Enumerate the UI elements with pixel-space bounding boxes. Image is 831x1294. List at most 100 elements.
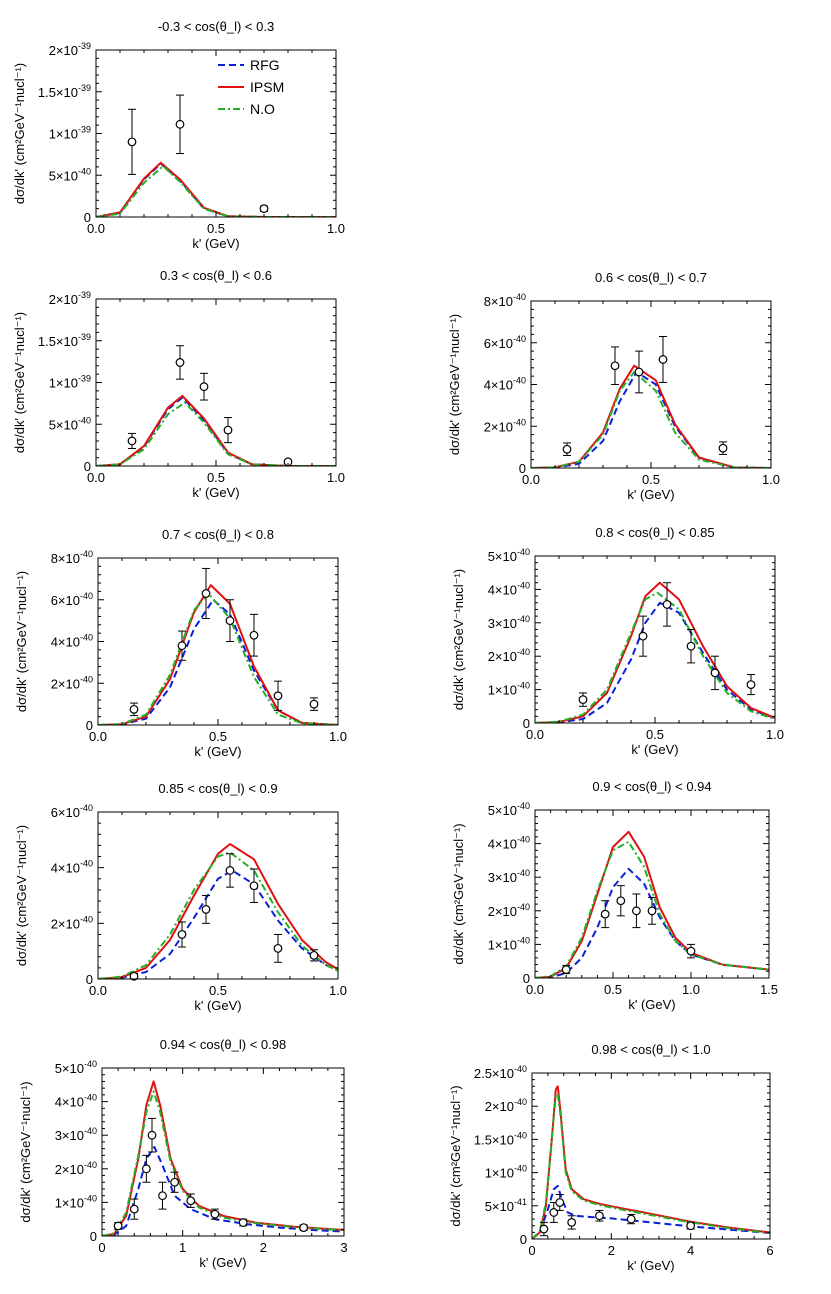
plot-frame	[101, 1067, 345, 1237]
data-point	[225, 616, 235, 626]
chart-panel-7: 0.9 < cos(θ_l) < 0.940.0 0.5 1.0 1.501×10-4…	[451, 779, 778, 1012]
data-point	[249, 630, 259, 640]
x-axis-title: k' (GeV)	[628, 997, 675, 1012]
y-tick-exponent: -40	[517, 547, 530, 557]
x-tick-label: 1.5	[760, 982, 778, 997]
y-tick-label: 6×10-40	[51, 591, 93, 608]
data-point	[238, 1218, 248, 1227]
y-tick-label: 2×10-39	[49, 41, 91, 58]
data-point	[309, 699, 319, 709]
x-tick-label: 0	[98, 1240, 105, 1255]
data-point	[225, 866, 235, 875]
y-tick-mantissa: 4×10	[484, 378, 513, 393]
panel-title: 0.9 < cos(θ_l) < 0.94	[592, 779, 711, 794]
series-line-ipsm	[98, 584, 338, 725]
y-tick-label: 6×10-40	[484, 334, 526, 351]
y-tick-exponent: -41	[514, 1197, 527, 1207]
x-tick-label: 0.0	[526, 727, 544, 742]
y-tick-mantissa: 2×10	[49, 43, 78, 58]
series-line-ipsm	[96, 394, 336, 466]
y-tick-exponent: -40	[514, 1130, 527, 1140]
x-tick-label: 0.5	[604, 982, 622, 997]
y-tick-label: 1.5×10-39	[38, 332, 91, 349]
y-tick-mantissa: 2×10	[55, 1162, 84, 1177]
series-line-no	[535, 591, 775, 723]
y-tick-label: 2×10-39	[49, 290, 91, 307]
x-tick-label: 0.0	[522, 472, 540, 487]
y-tick-mantissa: 5×10	[49, 417, 78, 432]
data-point	[658, 355, 668, 364]
y-tick-mantissa: 1×10	[49, 376, 78, 391]
x-axis-title: k' (GeV)	[192, 236, 239, 251]
chart-panel-3: 0.6 < cos(θ_l) < 0.70.0 0.5 1.002×10-404×1…	[447, 270, 780, 502]
panel-title: 0.7 < cos(θ_l) < 0.8	[162, 527, 274, 542]
x-axis-title: k' (GeV)	[631, 742, 678, 757]
y-tick-mantissa: 6×10	[51, 805, 80, 820]
y-tick-label: 0	[520, 1232, 527, 1247]
y-tick-label: 5×10-40	[55, 1059, 97, 1076]
y-tick-mantissa: 1.5×10	[38, 85, 78, 100]
series-line-no	[96, 401, 336, 466]
y-tick-label: 3×10-40	[488, 614, 530, 631]
y-tick-exponent: -40	[80, 914, 93, 924]
series-line-ipsm	[535, 581, 775, 723]
data-point	[616, 896, 626, 906]
plot-frame	[97, 811, 339, 980]
y-tick-exponent: -40	[84, 1160, 97, 1170]
series-line-ipsm	[98, 843, 338, 979]
y-tick-label: 1.5×10-40	[474, 1130, 527, 1147]
y-tick-mantissa: 2×10	[485, 1099, 514, 1114]
data-point	[127, 436, 137, 446]
x-axis-title: k' (GeV)	[627, 1258, 674, 1273]
y-tick-mantissa: 1.5×10	[474, 1132, 514, 1147]
x-tick-label: 1.0	[766, 727, 784, 742]
y-tick-mantissa: 2×10	[51, 916, 80, 931]
y-tick-mantissa: 1×10	[485, 1166, 514, 1181]
y-tick-exponent: -40	[513, 292, 526, 302]
x-tick-label: 1.0	[329, 983, 347, 998]
y-tick-exponent: -40	[80, 591, 93, 601]
series-line-rfg	[98, 869, 338, 979]
plot-frame	[531, 1072, 771, 1240]
x-tick-label: 1.0	[682, 982, 700, 997]
y-tick-label: 5×10-40	[49, 166, 91, 183]
y-tick-exponent: -40	[517, 614, 530, 624]
chart-panel-2: 0.3 < cos(θ_l) < 0.6 0.0 0.5 1.0 0 5×10-40 1×1…	[12, 268, 345, 500]
y-tick-mantissa: 6×10	[51, 593, 80, 608]
y-tick-exponent: -39	[78, 332, 91, 342]
y-tick-label: 0	[90, 1229, 97, 1244]
plot-frame	[534, 809, 770, 979]
x-tick-label: 4	[687, 1243, 694, 1258]
data-point	[129, 971, 139, 981]
data-point	[662, 600, 672, 609]
y-axis-title: dσ/dk' (cm²GeV⁻¹nucl⁻¹)	[12, 63, 27, 204]
data-point	[634, 367, 644, 377]
y-tick-label: 2×10-40	[55, 1160, 97, 1177]
x-axis-title: k' (GeV)	[192, 485, 239, 500]
y-tick-mantissa: 2×10	[49, 292, 78, 307]
y-tick-exponent: -40	[513, 376, 526, 386]
data-point	[201, 905, 211, 914]
x-tick-label: 2	[260, 1240, 267, 1255]
y-tick-mantissa: 3×10	[55, 1128, 84, 1143]
x-tick-label: 1.0	[329, 729, 347, 744]
y-tick-mantissa: 1×10	[49, 127, 78, 142]
y-tick-label: 0	[523, 716, 530, 731]
plot-frame	[97, 557, 339, 726]
data-point	[199, 382, 209, 392]
y-tick-mantissa: 2.5×10	[474, 1066, 514, 1081]
data-point	[299, 1223, 309, 1232]
series-line-no	[102, 1090, 344, 1236]
data-point	[686, 1221, 696, 1231]
y-tick-mantissa: 4×10	[51, 861, 80, 876]
data-point	[610, 361, 620, 371]
data-point	[746, 680, 756, 689]
series-line-rfg	[535, 601, 775, 723]
x-tick-label: 0.5	[209, 983, 227, 998]
y-tick-exponent: -40	[514, 1064, 527, 1074]
y-tick-mantissa: 8×10	[484, 294, 513, 309]
data-point	[638, 631, 648, 641]
y-tick-mantissa: 2×10	[51, 676, 80, 691]
y-tick-exponent: -39	[78, 125, 91, 135]
y-axis-title: dσ/dk' (cm²GeV⁻¹nucl⁻¹)	[14, 571, 29, 712]
